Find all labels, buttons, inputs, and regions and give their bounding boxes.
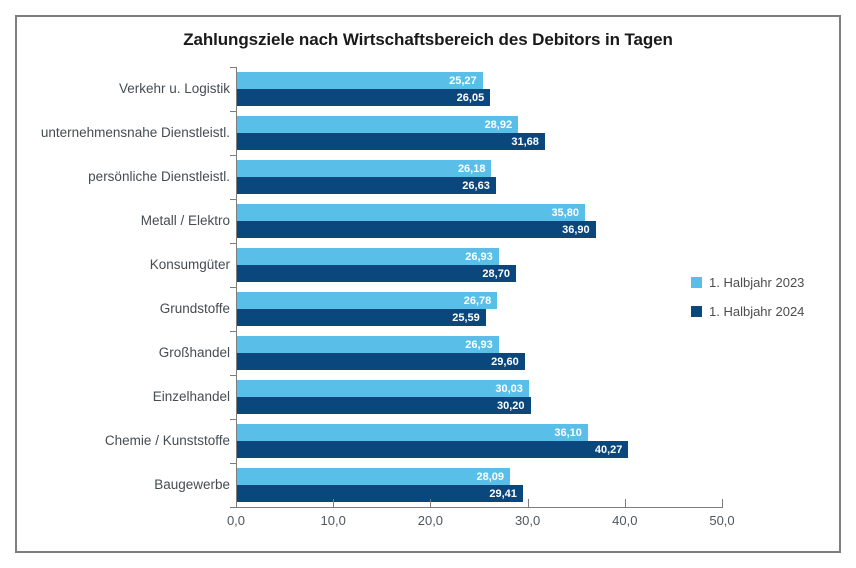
bar-group: 26,93 29,60	[237, 331, 723, 375]
category-label: Einzelhandel	[152, 388, 230, 404]
bar-value-label: 28,92	[484, 118, 513, 131]
bar-value-label: 29,41	[489, 487, 517, 500]
bar-value-label: 31,68	[511, 135, 539, 148]
category-label: Großhandel	[158, 344, 230, 360]
category-label: Grundstoffe	[159, 300, 230, 316]
bar-value-label: 29,60	[491, 355, 519, 368]
bar-value-label: 30,03	[495, 382, 523, 395]
legend-swatch-icon	[691, 277, 702, 288]
y-axis-tick	[230, 287, 236, 288]
legend-item-series-2: 1. Halbjahr 2024	[691, 304, 804, 319]
x-axis-tick	[527, 499, 529, 507]
bar-value-label: 26,93	[465, 250, 493, 263]
bar-series-2: 40,27	[237, 441, 629, 458]
y-axis-tick	[230, 463, 236, 464]
category-label: Baugewerbe	[154, 476, 230, 492]
x-axis-tick-label: 40,0	[612, 513, 638, 528]
bar-group: 26,18 26,63	[237, 155, 723, 199]
category-label: Metall / Elektro	[140, 212, 230, 228]
category-label: Verkehr u. Logistik	[118, 80, 230, 96]
bar-value-label: 26,78	[463, 294, 492, 307]
plot-area: 25,27 26,05 28,92 31,68 26,18 26,63 35,80 36,90…	[236, 67, 723, 508]
bar-series-2: 29,41	[237, 485, 523, 502]
bar-series-2: 36,90	[237, 221, 596, 238]
bar-series-1: 36,10	[237, 424, 588, 441]
y-axis-tick	[230, 507, 236, 508]
x-axis-tick	[722, 499, 723, 507]
x-axis-tick	[430, 499, 432, 507]
legend-item-series-1: 1. Halbjahr 2023	[691, 275, 804, 290]
x-axis-tick-label: 10,0	[320, 513, 346, 528]
bar-series-2: 30,20	[237, 397, 531, 414]
bar-series-1: 25,27	[237, 72, 483, 89]
bar-series-1: 26,93	[237, 336, 499, 353]
bar-value-label: 40,27	[594, 443, 623, 456]
bar-series-2: 28,70	[237, 265, 516, 282]
bar-series-1: 26,93	[237, 248, 499, 265]
bar-series-1: 30,03	[237, 380, 529, 397]
y-axis-tick	[230, 419, 236, 420]
x-axis-tick-label: 30,0	[514, 513, 541, 528]
x-axis-tick-label: 0,0	[226, 513, 246, 528]
bar-series-2: 29,60	[237, 353, 525, 370]
bar-series-1: 28,92	[237, 116, 519, 133]
legend-swatch-icon	[691, 306, 702, 317]
bar-value-label: 26,05	[456, 91, 485, 104]
bar-series-2: 26,63	[237, 177, 496, 194]
y-axis-tick	[230, 199, 236, 200]
bar-series-1: 28,09	[237, 468, 511, 485]
y-axis-tick	[230, 111, 236, 112]
bar-value-label: 30,20	[497, 399, 525, 412]
bar-value-label: 28,70	[482, 267, 510, 280]
bar-series-2: 26,05	[237, 89, 491, 106]
category-label: persönliche Dienstleistl.	[88, 168, 230, 184]
category-label: Chemie / Kunststoffe	[104, 432, 230, 448]
chart-title: Zahlungsziele nach Wirtschaftsbereich de…	[183, 30, 673, 49]
bar-series-2: 25,59	[237, 309, 486, 326]
bar-group: 26,78 25,59	[237, 287, 723, 331]
bar-series-1: 35,80	[237, 204, 585, 221]
x-axis-tick	[236, 499, 237, 507]
x-axis-tick-label: 50,0	[709, 513, 735, 528]
bar-group: 28,09 29,41	[237, 463, 723, 507]
bar-series-1: 26,78	[237, 292, 498, 309]
bar-value-label: 26,93	[465, 338, 493, 351]
bar-value-label: 26,18	[457, 162, 486, 175]
bar-value-label: 26,63	[462, 179, 490, 192]
bar-series-2: 31,68	[237, 133, 545, 150]
y-axis-tick	[230, 155, 236, 156]
bar-series-1: 26,18	[237, 160, 492, 177]
bar-group: 36,10 40,27	[237, 419, 723, 463]
legend-label: 1. Halbjahr 2024	[709, 304, 805, 319]
chart-frame: Zahlungsziele nach Wirtschaftsbereich de…	[15, 15, 841, 553]
x-axis-tick	[333, 499, 335, 507]
x-axis-tick	[624, 499, 626, 507]
x-axis-tick-label: 20,0	[417, 513, 444, 528]
y-axis-tick	[230, 243, 236, 244]
bar-value-label: 36,10	[554, 426, 582, 439]
y-axis-tick	[230, 331, 236, 332]
bar-group: 35,80 36,90	[237, 199, 723, 243]
bar-value-label: 35,80	[551, 206, 579, 219]
category-label: Konsumgüter	[149, 256, 230, 272]
bar-value-label: 25,27	[449, 74, 477, 87]
category-axis-labels: Verkehr u. Logistik unternehmensnahe Dien…	[21, 67, 230, 507]
bar-group: 30,03 30,20	[237, 375, 723, 419]
category-label: unternehmensnahe Dienstleistl.	[40, 124, 230, 140]
bar-group: 25,27 26,05	[237, 67, 723, 111]
bar-value-label: 36,90	[562, 223, 590, 236]
legend-label: 1. Halbjahr 2023	[709, 275, 805, 290]
bar-group: 28,92 31,68	[237, 111, 723, 155]
legend: 1. Halbjahr 2023 1. Halbjahr 2024	[691, 275, 804, 319]
bar-group: 26,93 28,70	[237, 243, 723, 287]
bar-value-label: 25,59	[452, 311, 480, 324]
y-axis-tick	[230, 375, 236, 376]
bar-value-label: 28,09	[476, 470, 505, 483]
y-axis-tick	[230, 67, 236, 68]
